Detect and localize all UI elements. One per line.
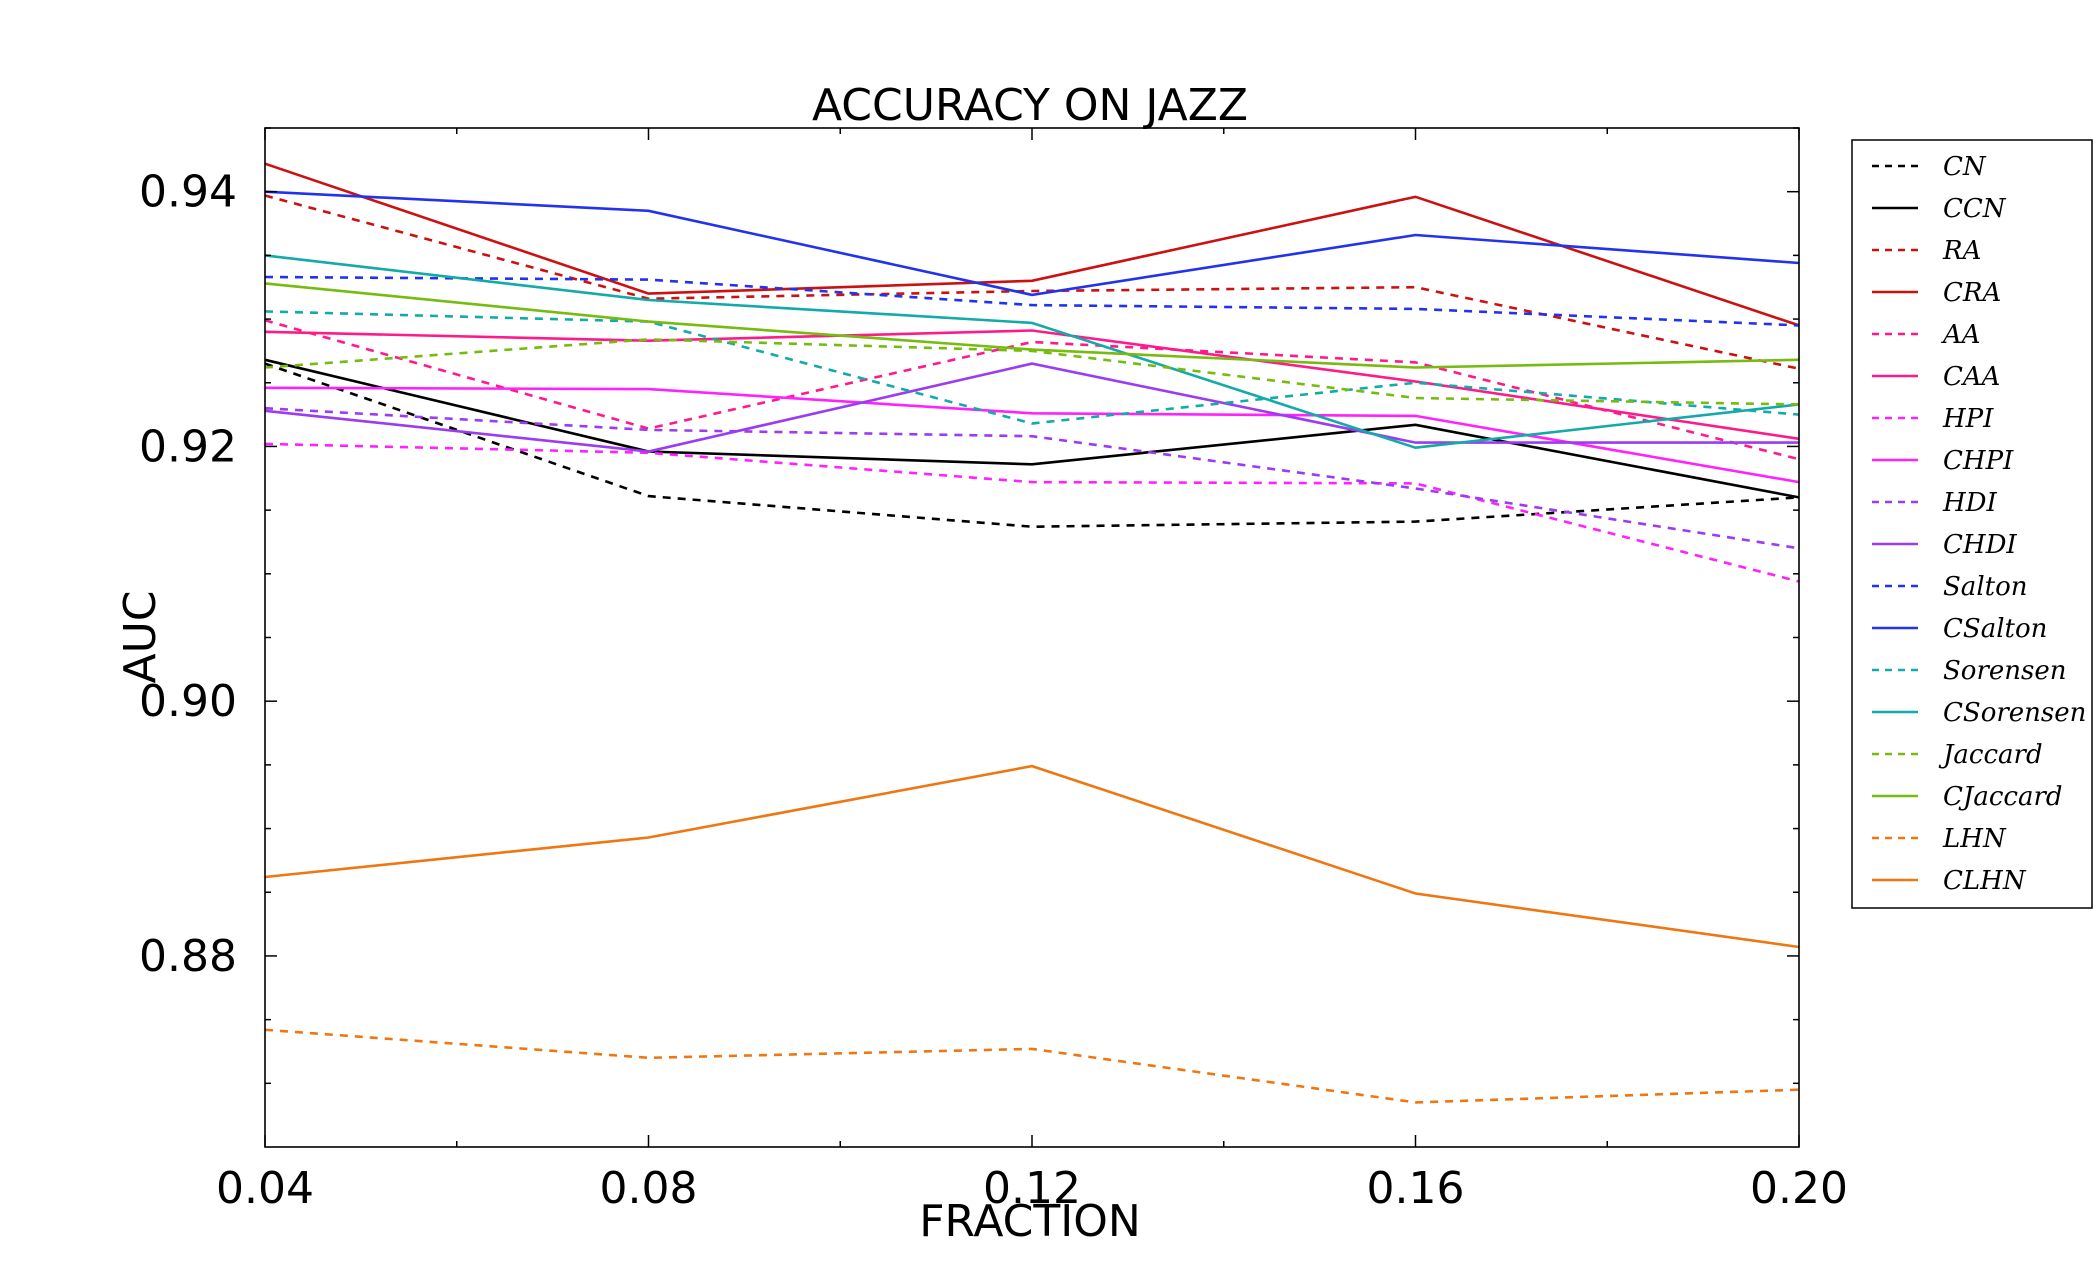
series-line-salton [264, 275, 1800, 327]
legend-label-jaccard: Jaccard [1938, 740, 2043, 770]
series-line-cra [264, 162, 1800, 327]
y-tick-label: 0.92 [139, 421, 237, 472]
series-line-hdi [264, 406, 1800, 550]
series-line-lhn [264, 1028, 1800, 1104]
legend-label-cjaccard: CJaccard [1943, 782, 2063, 812]
legend-label-cra: CRA [1943, 278, 2001, 308]
legend-label-chpi: CHPI [1943, 446, 2014, 476]
x-axis: 0.04 0.08 0.12 0.16 0.20 [216, 128, 1848, 1214]
legend-label-salton: Salton [1943, 572, 2027, 602]
y-tick-label: 0.94 [139, 167, 237, 218]
legend-label-clhn: CLHN [1943, 866, 2027, 896]
chart-title: ACCURACY ON JAZZ [812, 80, 1248, 131]
x-tick-label: 0.04 [216, 1163, 314, 1214]
y-axis-label: AUC [115, 590, 166, 683]
series-line-sorensen [264, 310, 1800, 425]
legend-label-ccn: CCN [1943, 194, 2007, 224]
x-axis-label: FRACTION [919, 1196, 1141, 1247]
legend-label-caa: CAA [1943, 362, 2000, 392]
plot-lines [264, 162, 1800, 1104]
x-tick-label: 0.20 [1750, 1163, 1848, 1214]
series-line-csorensen [264, 254, 1800, 450]
series-line-cn [264, 362, 1800, 529]
legend-label-csorensen: CSorensen [1943, 698, 2086, 728]
x-tick-label: 0.08 [600, 1163, 698, 1214]
x-tick-label: 0.16 [1367, 1163, 1465, 1214]
y-tick-label: 0.88 [139, 931, 237, 982]
series-line-csalton [264, 190, 1800, 297]
series-line-cjaccard [264, 282, 1800, 369]
x-tick-label: 0.12 [983, 1163, 1081, 1214]
legend: CN CCN RA CRA AA CAA HPI CHPI HDI CHDI Salton CSalt… [1851, 139, 2093, 909]
legend-label-hdi: HDI [1942, 488, 1998, 518]
legend-label-csalton: CSalton [1943, 614, 2047, 644]
legend-label-lhn: LHN [1942, 824, 2007, 854]
legend-box [1851, 139, 2093, 909]
legend-label-ra: RA [1942, 236, 1981, 266]
series-line-chpi [264, 386, 1800, 484]
legend-label-hpi: HPI [1942, 404, 1994, 434]
y-tick-label: 0.90 [139, 676, 237, 727]
legend-label-aa: AA [1941, 320, 1981, 350]
legend-label-chdi: CHDI [1943, 530, 2017, 560]
series-line-ccn [264, 358, 1800, 499]
series-line-chdi [264, 362, 1799, 453]
series-line-hpi [264, 442, 1800, 583]
series-line-aa [264, 319, 1800, 461]
y-axis: 0.88 0.90 0.92 0.94 [139, 127, 1799, 1085]
legend-label-sorensen: Sorensen [1943, 656, 2067, 686]
legend-label-cn: CN [1943, 152, 1987, 182]
series-line-clhn [264, 764, 1800, 949]
